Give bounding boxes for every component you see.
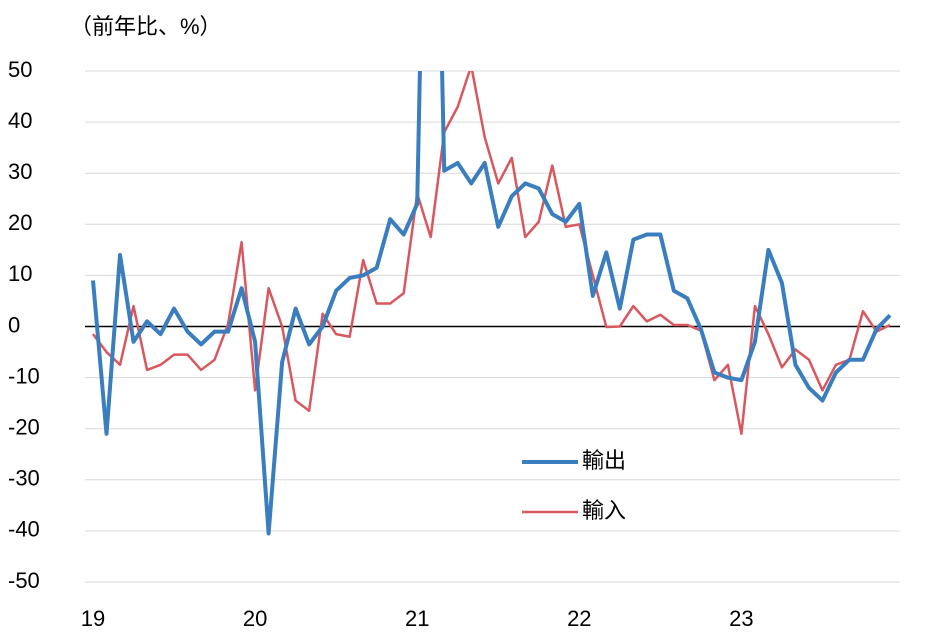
- y-tick-label: -30: [8, 466, 40, 491]
- x-tick-label: 19: [81, 606, 105, 631]
- y-tick-label: 10: [8, 261, 32, 286]
- x-tick-label: 21: [405, 606, 429, 631]
- legend-label: 輸出: [582, 448, 626, 473]
- y-tick-label: 50: [8, 57, 32, 82]
- y-tick-label: -50: [8, 568, 40, 593]
- chart-title: （前年比、%）: [70, 14, 222, 39]
- y-tick-label: -40: [8, 517, 40, 542]
- grid: [85, 70, 900, 583]
- y-tick-label: 30: [8, 159, 32, 184]
- plot-area: [91, 71, 892, 536]
- y-tick-label: -20: [8, 415, 40, 440]
- series-line: [91, 71, 892, 536]
- legend-label: 輸入: [582, 498, 626, 523]
- y-tick-label: 0: [8, 312, 20, 337]
- x-tick-label: 22: [567, 606, 591, 631]
- y-tick-label: 20: [8, 210, 32, 235]
- y-tick-label: -10: [8, 363, 40, 388]
- y-tick-label: 40: [8, 108, 32, 133]
- x-tick-label: 20: [243, 606, 267, 631]
- x-tick-label: 23: [729, 606, 753, 631]
